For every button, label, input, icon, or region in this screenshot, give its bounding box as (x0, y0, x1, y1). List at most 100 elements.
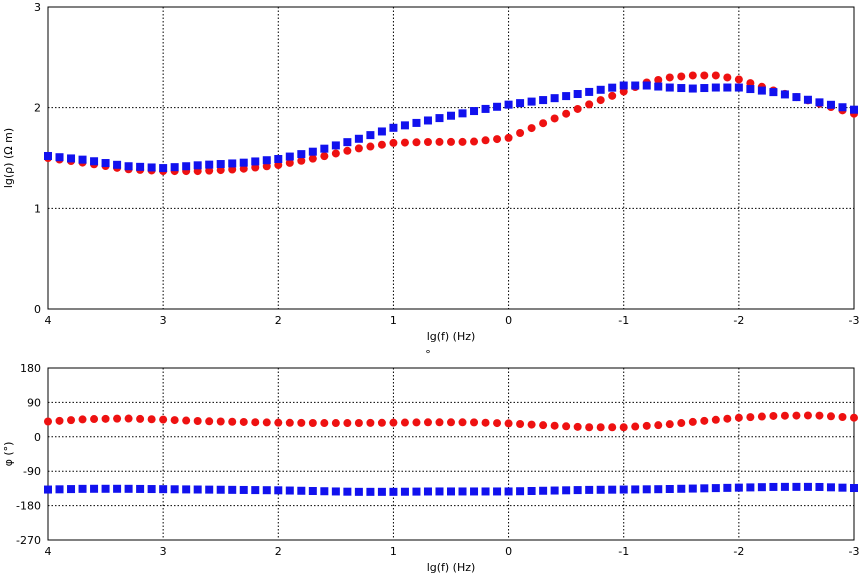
data-point-circle (343, 419, 352, 428)
data-point-circle (631, 422, 640, 431)
data-point-circle (228, 165, 237, 174)
data-point-circle (366, 418, 375, 427)
data-point-circle (700, 71, 709, 80)
data-point-square (90, 484, 99, 493)
data-point-circle (596, 96, 605, 105)
data-point-circle (366, 142, 375, 151)
data-point-square (182, 485, 191, 494)
data-point-circle (435, 137, 444, 146)
data-point-circle (665, 73, 674, 82)
data-point-square (423, 487, 432, 496)
resistivity-chart-panel: 4 3 2 1 0 -1 -2 -3 0 1 2 3 lg(f) (Hz) lg(ρ) (Ω m) (2, 1, 859, 343)
x-tick-label: 2 (275, 314, 282, 327)
x-tick-label: 0 (505, 314, 512, 327)
data-point-circle (585, 100, 594, 109)
data-point-circle (608, 423, 617, 432)
data-point-square (78, 484, 87, 493)
data-point-square (377, 487, 386, 496)
y-axis-label: φ (°) (2, 442, 15, 467)
data-point-circle (654, 75, 663, 84)
data-point-circle (803, 411, 812, 420)
data-point-square (400, 487, 409, 496)
data-point-square (550, 94, 559, 103)
data-point-circle (170, 416, 179, 425)
data-point-square (780, 482, 789, 491)
data-point-circle (539, 119, 548, 128)
data-point-circle (205, 166, 214, 175)
data-point-circle (400, 418, 409, 427)
data-point-square (458, 109, 467, 118)
data-point-square (803, 95, 812, 104)
data-point-circle (285, 418, 294, 427)
data-point-square (562, 92, 571, 101)
data-point-square (297, 486, 306, 495)
data-point-circle (527, 124, 536, 133)
data-point-circle (159, 415, 168, 424)
data-point-circle (320, 152, 329, 161)
data-point-circle (124, 414, 133, 423)
data-point-square (101, 484, 110, 493)
data-point-circle (458, 418, 467, 427)
data-point-circle (90, 415, 99, 424)
data-point-square (711, 83, 720, 92)
data-point-square (285, 486, 294, 495)
y-tick-label: -270 (16, 534, 41, 547)
data-point-square (251, 486, 260, 495)
series-red-circles (44, 411, 858, 432)
data-point-square (665, 485, 674, 494)
data-point-circle (516, 128, 525, 137)
data-point-circle (700, 416, 709, 425)
data-point-square (343, 487, 352, 496)
data-point-square (274, 486, 283, 495)
data-point-square (239, 158, 248, 167)
data-point-square (723, 83, 732, 92)
data-point-circle (458, 137, 467, 146)
data-point-square (527, 486, 536, 495)
data-point-square (493, 102, 502, 111)
data-point-circle (274, 161, 283, 170)
data-point-square (447, 487, 455, 496)
data-point-square (343, 138, 352, 147)
data-point-square (481, 104, 490, 113)
data-point-circle (228, 417, 237, 426)
data-point-circle (619, 87, 628, 96)
data-point-circle (826, 412, 835, 421)
data-point-square (124, 484, 133, 493)
y-tick-label: 3 (34, 1, 41, 14)
data-point-square (55, 153, 64, 162)
data-point-square (642, 485, 651, 494)
data-point-square (596, 85, 605, 94)
data-point-circle (642, 421, 651, 430)
data-point-square (354, 487, 363, 496)
data-point-square (631, 81, 640, 90)
data-point-square (170, 485, 179, 494)
data-point-square (147, 485, 156, 494)
x-tick-label: 3 (160, 314, 167, 327)
data-point-circle (343, 146, 352, 155)
data-point-square (44, 151, 52, 160)
data-point-square (826, 100, 835, 109)
data-point-circle (239, 417, 248, 426)
data-point-circle (573, 422, 582, 431)
data-point-circle (354, 419, 363, 428)
data-point-circle (573, 104, 582, 113)
data-point-circle (354, 144, 363, 153)
data-point-circle (44, 417, 52, 426)
data-point-square (400, 121, 409, 130)
x-tick-label: 1 (390, 545, 397, 558)
data-point-circle (101, 414, 110, 423)
data-point-square (711, 484, 720, 493)
data-point-circle (55, 416, 64, 425)
data-point-square (504, 100, 513, 109)
data-point-square (838, 103, 847, 112)
data-point-square (274, 155, 283, 164)
data-point-square (585, 87, 594, 96)
data-point-square (550, 486, 559, 495)
y-tick-label: 0 (34, 303, 41, 316)
data-point-square (159, 164, 168, 173)
data-point-circle (677, 419, 686, 428)
data-point-square (826, 483, 835, 492)
data-point-circle (481, 418, 490, 427)
data-point-circle (239, 164, 248, 173)
